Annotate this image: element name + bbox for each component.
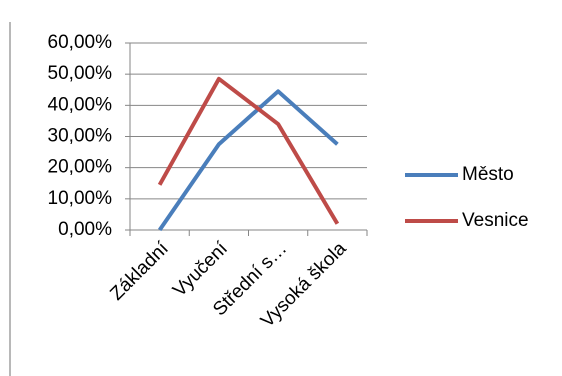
legend-label: Město [462,164,514,185]
series-line [157,89,339,232]
y-tick-label: 40,00% [48,94,113,115]
y-tick-label: 60,00% [48,32,113,53]
y-tick-label: 30,00% [48,126,113,147]
x-tick-label: Základní [106,238,173,305]
legend-label: Vesnice [462,210,529,231]
y-tick-label: 0,00% [58,219,112,240]
series-line [157,76,340,225]
y-tick-label: 10,00% [48,188,113,209]
y-tick-label: 50,00% [48,63,113,84]
y-tick-label: 20,00% [48,157,113,178]
